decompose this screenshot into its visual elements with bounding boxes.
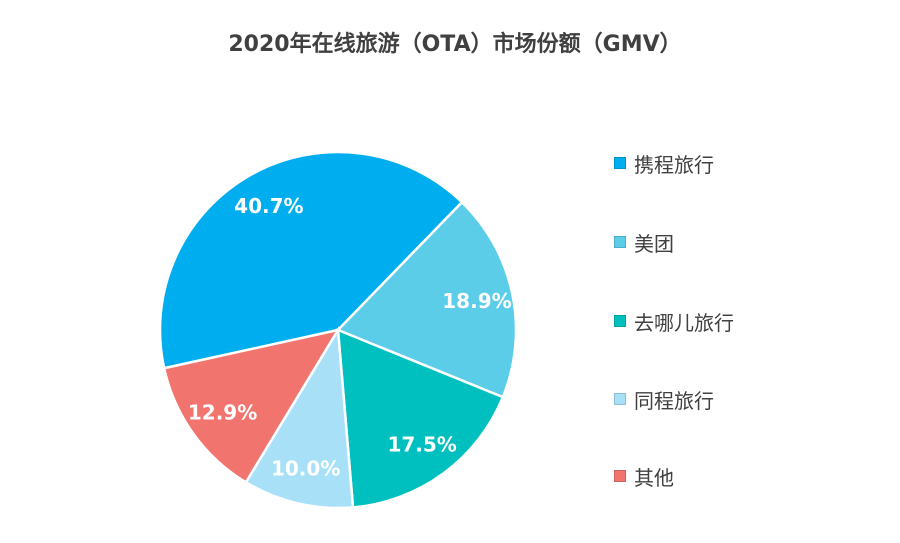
data-label-4: 12.9%	[188, 401, 257, 425]
legend-item-0: 携程旅行	[614, 151, 714, 177]
legend-label: 其他	[634, 465, 674, 490]
legend-swatch	[614, 470, 626, 482]
pie-slice-0	[158, 150, 464, 370]
legend-label: 携程旅行	[634, 152, 714, 177]
pie-slice-1	[335, 200, 518, 399]
chart-title: 2020年在线旅游（OTA）市场份额（GMV）	[228, 32, 682, 57]
data-label-3: 10.0%	[271, 456, 340, 480]
data-label-2: 17.5%	[387, 432, 456, 456]
legend-item-2: 去哪儿旅行	[614, 309, 734, 335]
legend-item-3: 同程旅行	[614, 387, 714, 413]
legend-item-4: 其他	[614, 464, 674, 490]
pie-slice-2	[336, 328, 505, 509]
data-label-0: 40.7%	[234, 194, 303, 218]
legend-label: 同程旅行	[634, 388, 714, 413]
legend-label: 美团	[634, 231, 674, 256]
legend-label: 去哪儿旅行	[634, 310, 734, 335]
legend-swatch	[614, 315, 626, 327]
legend-swatch	[614, 393, 626, 405]
legend-swatch	[614, 157, 626, 169]
legend-item-1: 美团	[614, 230, 674, 256]
legend-swatch	[614, 236, 626, 248]
pie-slice-4	[162, 328, 341, 485]
data-label-1: 18.9%	[442, 289, 511, 313]
pie-slice-3	[244, 326, 355, 510]
